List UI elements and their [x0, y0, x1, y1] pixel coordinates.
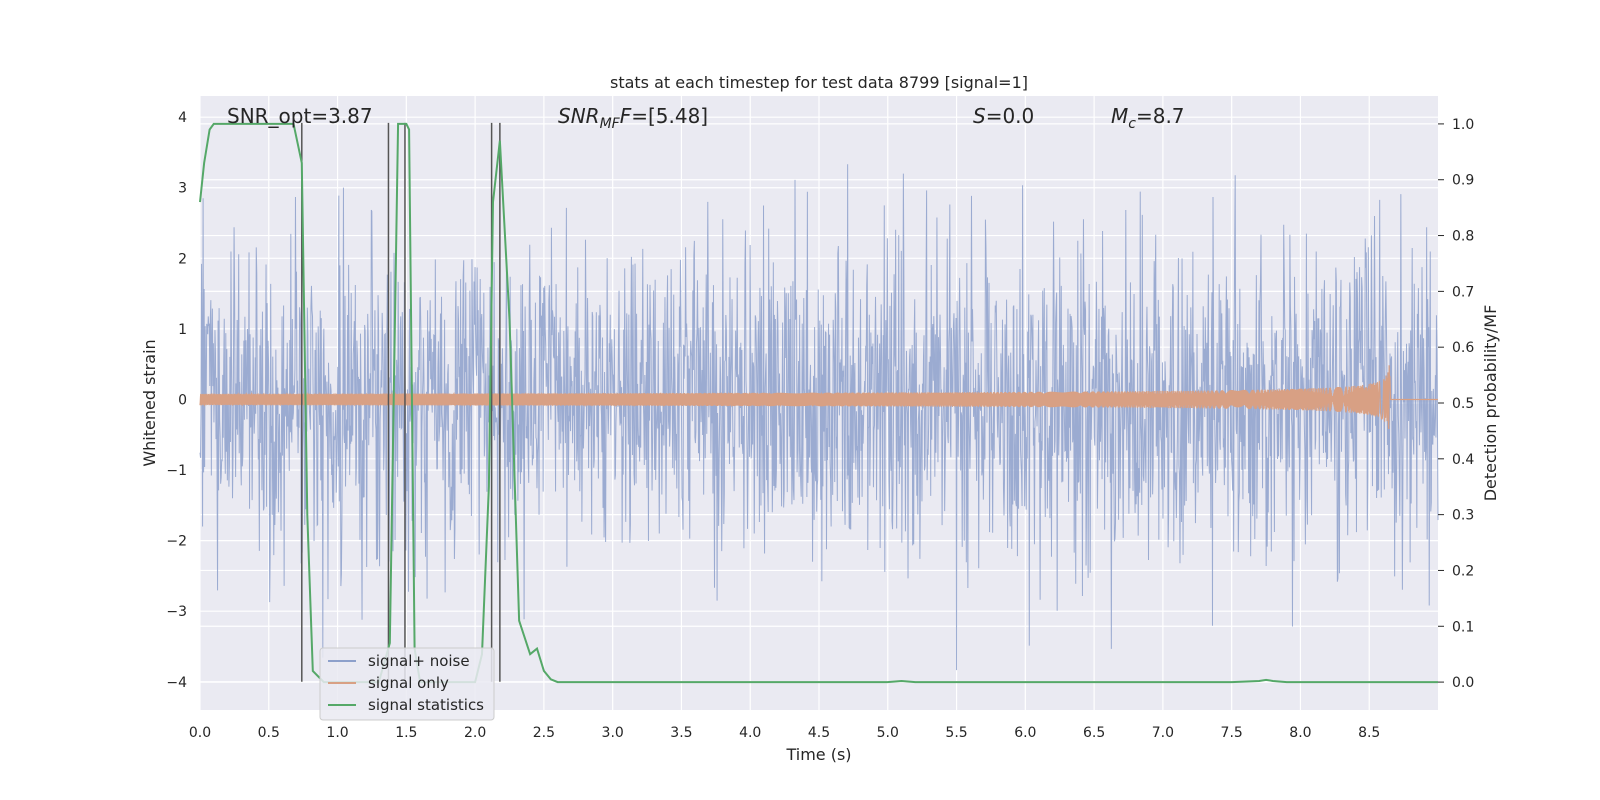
- legend-label-signal-statistics: signal statistics: [368, 696, 484, 714]
- y2-tick-label: 0.8: [1452, 229, 1474, 245]
- x-tick-label: 0.5: [258, 725, 280, 741]
- x-tick-label: 6.0: [1014, 725, 1036, 741]
- y-tick-label: 4: [178, 110, 187, 126]
- y2-tick-label: 0.5: [1452, 396, 1474, 412]
- y-tick-label: 3: [178, 181, 187, 197]
- y-axis-ticks: −4 −3 −2 −1 0 1 2 3 4: [166, 110, 187, 691]
- y-tick-label: −4: [166, 675, 187, 691]
- y2-axis-label: Detection probability/MF: [1481, 305, 1500, 502]
- x-tick-label: 7.0: [1152, 725, 1174, 741]
- y2-tick-label: 0.0: [1452, 675, 1474, 691]
- y-tick-label: −1: [166, 463, 187, 479]
- x-tick-label: 5.5: [945, 725, 967, 741]
- annotation-mc: Mc=8.7: [1111, 104, 1185, 132]
- x-tick-label: 1.5: [395, 725, 417, 741]
- y2-tick-label: 1.0: [1452, 117, 1474, 133]
- x-tick-label: 6.5: [1083, 725, 1105, 741]
- legend-box: [319, 647, 495, 721]
- y2-tick-label: 0.6: [1452, 340, 1474, 356]
- y-tick-label: 0: [178, 392, 187, 408]
- x-tick-label: 4.5: [808, 725, 830, 741]
- x-tick-label: 3.5: [670, 725, 692, 741]
- x-tick-label: 2.0: [464, 725, 486, 741]
- x-tick-label: 8.5: [1358, 725, 1380, 741]
- annotation-snr-mf-value: =[5.48]: [631, 104, 708, 128]
- y-tick-label: 1: [178, 322, 187, 338]
- signal-only-line: [199, 365, 1438, 430]
- x-tick-label: 7.5: [1221, 725, 1243, 741]
- x-tick-label: 8.0: [1289, 725, 1311, 741]
- y2-tick-label: 0.9: [1452, 173, 1474, 189]
- vertical-markers: [301, 122, 501, 682]
- y2-tick-label: 0.7: [1452, 284, 1474, 300]
- x-axis-label: Time (s): [785, 745, 851, 764]
- y2-tick-label: 0.2: [1452, 563, 1474, 579]
- annotation-mc-main: M: [1111, 104, 1128, 128]
- y-tick-label: 2: [178, 251, 187, 267]
- x-tick-label: 3.0: [602, 725, 624, 741]
- series-signal-only: [199, 365, 1438, 430]
- y2-tick-label: 0.3: [1452, 508, 1474, 524]
- annotation-snr-mf-letter: F: [620, 104, 632, 128]
- chart-title: stats at each timestep for test data 879…: [610, 73, 1028, 92]
- annotation-snr-mf-main: SNR: [558, 104, 600, 128]
- y2-tick-label: 0.1: [1452, 619, 1474, 635]
- annotation-snr-mf-sub: MF: [600, 116, 621, 132]
- y-axis-label: Whitened strain: [140, 339, 159, 466]
- legend-label-signal-only: signal only: [368, 674, 449, 692]
- legend: signal+ noise signal only signal statist…: [319, 647, 495, 721]
- y2-axis-ticks: 0.0 0.1 0.2 0.3 0.4 0.5 0.6 0.7 0.8 0.9 1.0: [1438, 117, 1474, 691]
- annotation-snr-mf: SNRMFF=[5.48]: [558, 104, 708, 132]
- annotation-mc-sub: c: [1128, 116, 1136, 132]
- y-tick-label: −2: [166, 534, 187, 550]
- x-tick-label: 0.0: [189, 725, 211, 741]
- annotation-mc-value: =8.7: [1136, 104, 1185, 128]
- y2-tick-label: 0.4: [1452, 452, 1474, 468]
- annotation-s-main: S: [973, 104, 986, 128]
- legend-label-signal-plus-noise: signal+ noise: [368, 652, 470, 670]
- annotation-s-value: =0.0: [986, 104, 1035, 128]
- annotation-s: S=0.0: [973, 104, 1034, 128]
- x-axis-ticks: 0.0 0.5 1.0 1.5 2.0 2.5 3.0 3.5 4.0 4.5 5.0 5.5 6.0 6…: [189, 725, 1380, 741]
- x-tick-label: 5.0: [877, 725, 899, 741]
- x-tick-label: 4.0: [739, 725, 761, 741]
- annotation-snr-opt: SNR_opt=3.87: [227, 104, 373, 128]
- y-tick-label: −3: [166, 604, 187, 620]
- x-tick-label: 2.5: [533, 725, 555, 741]
- x-tick-label: 1.0: [326, 725, 348, 741]
